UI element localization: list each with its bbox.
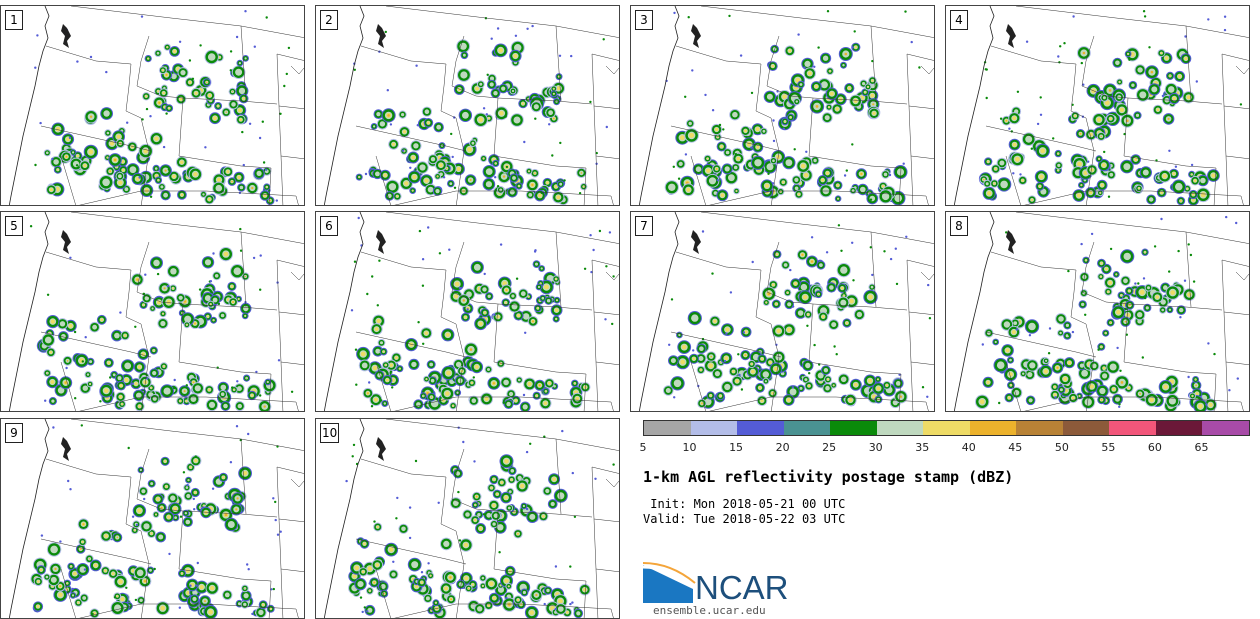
reflectivity-map [953,212,1249,411]
member-number: 1 [5,10,23,30]
colorbar-segment [876,421,924,435]
ensemble-member-panel: 7 [630,211,935,412]
reflectivity-map [323,212,619,411]
member-number: 4 [950,10,968,30]
member-number: 3 [635,10,653,30]
member-number: 8 [950,216,968,236]
member-number: 6 [320,216,338,236]
colorbar-segment [737,421,784,435]
colorbar-tick-label: 45 [1008,441,1023,454]
colorbar [643,420,1250,436]
init-time: Init: Mon 2018-05-21 00 UTC [643,497,846,511]
colorbar-tick-label: 60 [1147,441,1162,454]
colorbar-tick-label: 35 [915,441,930,454]
chart-title: 1-km AGL reflectivity postage stamp (dBZ… [643,468,1014,486]
ensemble-member-panel: 8 [945,211,1250,412]
member-number: 7 [635,216,653,236]
colorbar-segment [644,421,691,435]
ensemble-member-panel: 6 [315,211,620,412]
reflectivity-map [323,6,619,205]
colorbar-segment [1109,421,1156,435]
colorbar-tick-label: 55 [1101,441,1116,454]
member-number: 10 [320,423,340,443]
colorbar-tick-label: 50 [1054,441,1069,454]
colorbar-tick-label: 5 [639,441,647,454]
colorbar-tick-label: 30 [868,441,883,454]
reflectivity-map [638,6,934,205]
reflectivity-map [8,419,304,618]
logo-text: NCAR [695,569,789,606]
member-number: 2 [320,10,338,30]
colorbar-segment [830,421,877,435]
member-number: 9 [5,423,23,443]
reflectivity-map [8,212,304,411]
colorbar-segment [1062,421,1110,435]
reflectivity-map [953,6,1249,205]
reflectivity-map [638,212,934,411]
colorbar-segment [690,421,738,435]
colorbar-tick-label: 40 [961,441,976,454]
ensemble-member-panel: 5 [0,211,305,412]
ensemble-member-panel: 10 [315,418,620,619]
reflectivity-map [323,419,619,618]
ensemble-member-panel: 4 [945,5,1250,206]
colorbar-segment [923,421,970,435]
colorbar-tick-label: 20 [775,441,790,454]
colorbar-segment [1016,421,1063,435]
colorbar-segment [1202,421,1249,435]
reflectivity-map [8,6,304,205]
ensemble-member-panel: 3 [630,5,935,206]
ensemble-member-panel: 9 [0,418,305,619]
colorbar-segment [969,421,1017,435]
member-number: 5 [5,216,23,236]
colorbar-tick-label: 65 [1194,441,1209,454]
logo-url: ensemble.ucar.edu [653,604,766,617]
ensemble-member-panel: 1 [0,5,305,206]
colorbar-tick-label: 25 [822,441,837,454]
ncar-logo-icon [643,562,696,603]
colorbar-segment [783,421,831,435]
colorbar-tick-label: 15 [729,441,744,454]
colorbar-tick-label: 10 [682,441,697,454]
valid-time: Valid: Tue 2018-05-22 03 UTC [643,512,846,526]
colorbar-segment [1155,421,1203,435]
ensemble-member-panel: 2 [315,5,620,206]
